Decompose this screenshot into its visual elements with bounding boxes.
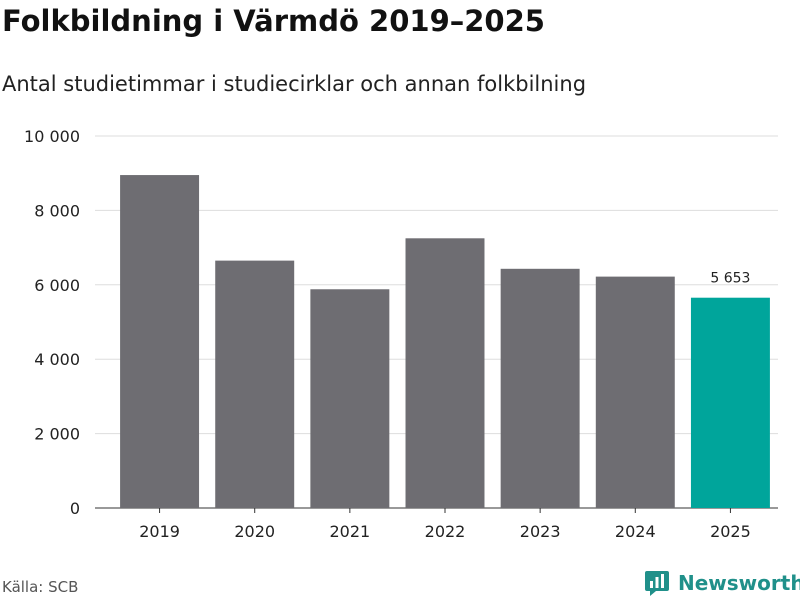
y-tick-label: 4 000 — [34, 350, 80, 369]
source-note: Källa: SCB — [2, 578, 79, 596]
newsworthy-icon — [645, 571, 669, 596]
bar-2019 — [120, 175, 200, 508]
y-tick-label: 10 000 — [24, 127, 80, 146]
y-tick-label: 6 000 — [34, 276, 80, 295]
x-tick-label: 2025 — [710, 522, 751, 541]
x-tick-label: 2020 — [234, 522, 275, 541]
bar-2023 — [500, 268, 580, 508]
bar-2021 — [310, 289, 390, 508]
labels: 0 2 000 4 000 6 000 8 000 10 000 2019 2020 2021 2… — [24, 127, 751, 541]
bar-chart: 0 2 000 4 000 6 000 8 000 10 000 2019 2020 2021 2… — [24, 127, 778, 541]
x-tick-label: 2024 — [615, 522, 656, 541]
y-tick-label: 2 000 — [34, 425, 80, 444]
bars — [120, 175, 770, 509]
bar-2022 — [405, 238, 485, 509]
x-tick-label: 2019 — [139, 522, 180, 541]
bar-2024 — [595, 276, 675, 508]
chart-title: Folkbildning i Värmdö 2019–2025 — [2, 4, 545, 38]
x-tick-label: 2021 — [329, 522, 370, 541]
brand-logo: Newsworthy — [644, 568, 800, 598]
chart-subtitle: Antal studietimmar i studiecirklar och a… — [2, 72, 587, 96]
brand-name: Newsworthy — [678, 571, 800, 595]
x-tick-label: 2022 — [425, 522, 466, 541]
bar-2025 — [690, 297, 770, 508]
x-tick-label: 2023 — [520, 522, 561, 541]
bar-2020 — [215, 260, 295, 508]
y-tick-label: 0 — [70, 499, 80, 518]
y-tick-label: 8 000 — [34, 201, 80, 220]
data-label: 5 653 — [710, 271, 750, 287]
